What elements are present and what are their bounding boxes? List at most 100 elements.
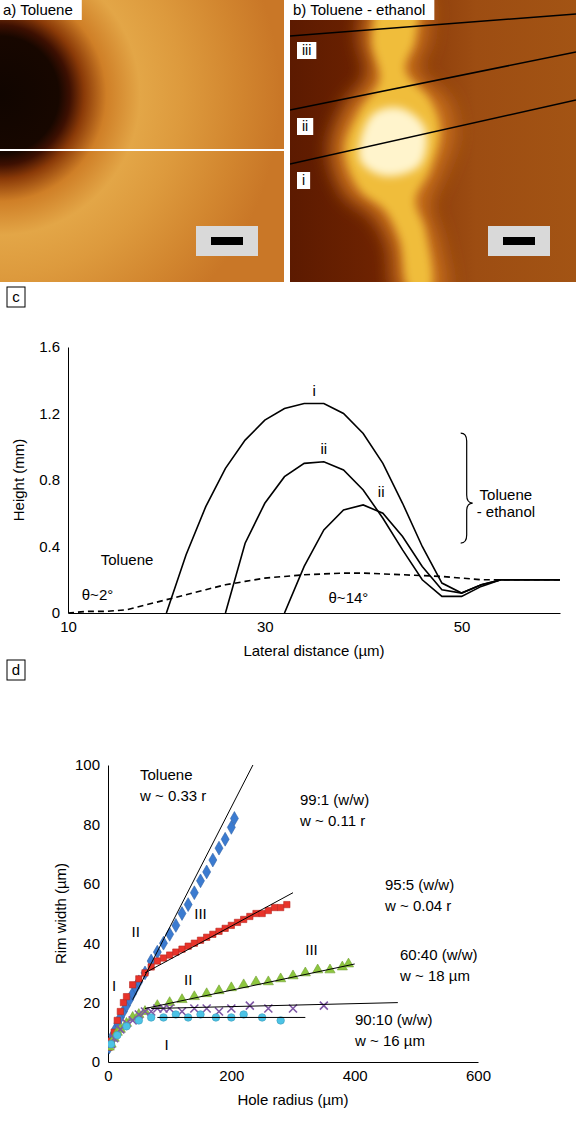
point: [166, 927, 174, 941]
point: [221, 832, 229, 846]
tick-label: 80: [83, 816, 100, 833]
series-label: ii: [378, 483, 385, 500]
point: [265, 907, 271, 913]
series-line: [68, 573, 560, 613]
regime-label: II: [184, 971, 192, 988]
point: [203, 865, 211, 879]
tick-label: 400: [343, 1067, 368, 1084]
afm-image: [0, 0, 284, 282]
x-axis: 10 30 50: [60, 613, 560, 635]
tick-label: 0: [104, 1067, 112, 1084]
tick-label: 60: [83, 875, 100, 892]
tick: 0: [104, 1062, 112, 1084]
tick-label: 1.2: [39, 405, 60, 422]
plot-area: [68, 404, 560, 613]
fit-label: w ~ 18 µm: [399, 967, 470, 984]
tick-label: 30: [257, 618, 274, 635]
fit-line: [151, 1003, 398, 1009]
panel-title: a) Toluene: [3, 1, 73, 18]
title-background: [0, 0, 82, 20]
tick: 30: [257, 613, 274, 635]
tick: 1.2: [39, 405, 68, 422]
point: [184, 898, 192, 912]
panel-title: b) Toluene - ethanol: [293, 1, 425, 18]
fit-line: [157, 1017, 305, 1018]
fit-label: w ~ 0.11 r: [299, 812, 365, 829]
regime-label: III: [305, 941, 318, 958]
point: [284, 901, 290, 907]
scale-bar: [211, 237, 243, 245]
scale-bar-background: [488, 226, 550, 256]
y-axis: 00.40.81.21.6: [39, 338, 68, 621]
annotation-line: - ethanol: [477, 503, 535, 520]
label-background: [297, 118, 313, 135]
tick: 0: [92, 1053, 108, 1070]
point: [147, 1014, 155, 1022]
series-points: [108, 1002, 328, 1049]
x-axis-title: Lateral distance (µm): [243, 642, 384, 659]
point: [114, 1017, 120, 1023]
point: [251, 976, 261, 985]
tick-label: 100: [75, 756, 100, 773]
panel-label: c: [12, 288, 20, 305]
series-label: Toluene: [101, 551, 154, 568]
point: [117, 1008, 123, 1014]
tick-label: 10: [60, 618, 77, 635]
rim-core: [359, 107, 427, 176]
y-axis: 020406080100: [75, 756, 109, 1070]
panel-label: d: [12, 661, 20, 678]
point: [246, 1002, 254, 1010]
point: [197, 874, 205, 888]
regime-label: I: [112, 977, 116, 994]
tick-label: 0.8: [39, 471, 60, 488]
tick: 600: [466, 1062, 491, 1084]
profile-line: [290, 100, 576, 164]
tick-label: 0: [92, 1053, 100, 1070]
point: [278, 904, 284, 910]
point: [289, 1005, 297, 1013]
tick-label: 20: [83, 994, 100, 1011]
point: [190, 886, 198, 900]
point: [190, 1005, 198, 1013]
image-panel: a) Toluene: [0, 0, 284, 282]
series-line: [166, 404, 560, 613]
series-label: 90:10 (w/w): [355, 1011, 433, 1028]
point: [123, 993, 129, 999]
point: [215, 841, 223, 855]
profile-line: [290, 52, 576, 110]
y-axis-title: Rim width (µm): [52, 863, 69, 964]
tick: 50: [454, 613, 471, 635]
point: [108, 1041, 114, 1050]
tick: 0.4: [39, 538, 68, 555]
panel-label-box: [7, 660, 25, 680]
series-label: 99:1 (w/w): [300, 791, 369, 808]
profile-line: [0, 149, 284, 151]
series-label: ii: [321, 440, 328, 457]
figure: a) Toluene b) Toluene - ethanoliiiiii 10 30…: [0, 0, 576, 1127]
regime-label: I: [164, 1036, 168, 1053]
scale-bar: [503, 237, 535, 245]
image-panel: b) Toluene - ethanoliiiiii: [290, 0, 576, 301]
fit-line: [145, 893, 293, 973]
series-points: [108, 1011, 284, 1048]
brace: [461, 433, 473, 543]
tick: 60: [83, 875, 108, 892]
point: [108, 1040, 115, 1048]
regime-label: III: [194, 905, 207, 922]
series-label: 60:40 (w/w): [400, 946, 478, 963]
point: [108, 1040, 115, 1048]
tick-label: 1.6: [39, 338, 60, 355]
point: [209, 853, 217, 867]
height-map: [0, 0, 284, 282]
tick-label: 600: [466, 1067, 491, 1084]
point: [120, 999, 126, 1005]
point: [123, 1023, 131, 1031]
series-label: i: [312, 382, 315, 399]
point: [167, 952, 173, 958]
annotation: θ~2°: [82, 586, 113, 603]
point: [136, 976, 142, 982]
point: [154, 958, 160, 964]
fit-line: [133, 765, 253, 1000]
tick: 10: [60, 613, 77, 635]
tick: 0.8: [39, 471, 68, 488]
